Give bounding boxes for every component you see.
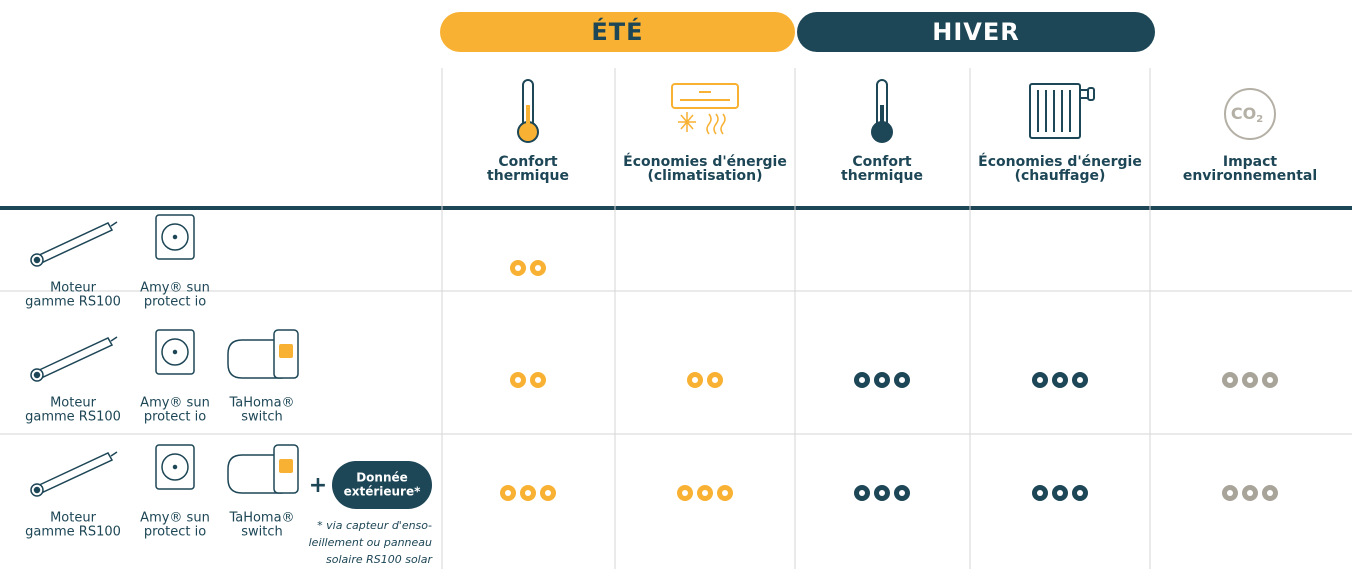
column-label: environnemental bbox=[1183, 168, 1317, 184]
season-pill bbox=[440, 12, 795, 52]
device-label: gamme RS100 bbox=[25, 525, 121, 540]
column-label: (chauffage) bbox=[1015, 168, 1106, 184]
rating-dot-center bbox=[712, 377, 718, 383]
rating-dot-center bbox=[722, 490, 728, 496]
season-label: HIVER bbox=[932, 18, 1019, 46]
rating-dot-center bbox=[525, 490, 531, 496]
device-label: protect io bbox=[144, 410, 206, 425]
device-icon bbox=[155, 214, 195, 260]
footnote: * via capteur d'enso- bbox=[317, 519, 432, 532]
rating-dot-center bbox=[859, 490, 865, 496]
rating-dots bbox=[1032, 372, 1088, 388]
co2-label: CO2 bbox=[1231, 104, 1263, 126]
rating-dots bbox=[1222, 485, 1278, 501]
co2-text: CO bbox=[1231, 104, 1256, 123]
column-label: Économies d'énergie bbox=[623, 153, 787, 170]
column-icon bbox=[871, 79, 893, 143]
device-label: Amy® sun bbox=[140, 281, 210, 296]
rating-dot-center bbox=[535, 377, 541, 383]
device-label: Amy® sun bbox=[140, 511, 210, 526]
device-icon bbox=[30, 336, 118, 382]
season-label: ÉTÉ bbox=[591, 17, 643, 46]
device-icon bbox=[227, 444, 299, 494]
rating-dot-center bbox=[1057, 490, 1063, 496]
device-label: gamme RS100 bbox=[25, 410, 121, 425]
rating-dot-center bbox=[535, 265, 541, 271]
device-label: protect io bbox=[144, 295, 206, 310]
device-label: protect io bbox=[144, 525, 206, 540]
device-icon bbox=[155, 444, 195, 490]
device-label: Moteur bbox=[50, 281, 97, 296]
badge-label: extérieure* bbox=[344, 485, 422, 499]
column-icon bbox=[1029, 83, 1095, 139]
column-label: Impact bbox=[1223, 154, 1278, 170]
rating-dots bbox=[687, 372, 723, 388]
column-label: Confort bbox=[852, 154, 911, 170]
rating-dot-center bbox=[545, 490, 551, 496]
device-icon bbox=[30, 221, 118, 267]
device-label: TaHoma® bbox=[228, 396, 294, 411]
column-label: Confort bbox=[498, 154, 557, 170]
badge-label: Donnée bbox=[356, 471, 408, 485]
column-icon bbox=[671, 83, 739, 135]
rating-dot-center bbox=[1077, 377, 1083, 383]
device-icon bbox=[155, 329, 195, 375]
rating-dot-center bbox=[515, 377, 521, 383]
rating-dot-center bbox=[1077, 490, 1083, 496]
device-label: Moteur bbox=[50, 396, 97, 411]
rating-dots bbox=[510, 372, 546, 388]
rating-dot-center bbox=[1037, 490, 1043, 496]
rating-dot-center bbox=[505, 490, 511, 496]
co2-subscript: 2 bbox=[1256, 114, 1263, 125]
rating-dot-center bbox=[1227, 377, 1233, 383]
device-icon bbox=[30, 451, 118, 497]
device-label: Amy® sun bbox=[140, 396, 210, 411]
footnote: leillement ou panneau bbox=[309, 536, 432, 549]
column-icon bbox=[1224, 88, 1276, 140]
rating-dot-center bbox=[515, 265, 521, 271]
rating-dots bbox=[854, 485, 910, 501]
plus-sign: + bbox=[309, 473, 327, 498]
footnote: solaire RS100 solar bbox=[326, 553, 433, 566]
season-pill bbox=[797, 12, 1155, 52]
rating-dot-center bbox=[1227, 490, 1233, 496]
rating-dot-center bbox=[859, 377, 865, 383]
device-label: gamme RS100 bbox=[25, 295, 121, 310]
column-rules bbox=[441, 68, 1151, 569]
device-label: Moteur bbox=[50, 511, 97, 526]
rating-dot-center bbox=[1267, 377, 1273, 383]
column-label: thermique bbox=[487, 168, 569, 184]
rating-dot-center bbox=[1247, 490, 1253, 496]
device-label: switch bbox=[241, 525, 283, 540]
column-label: Économies d'énergie bbox=[978, 153, 1142, 170]
device-icon bbox=[227, 329, 299, 379]
rating-dots bbox=[854, 372, 910, 388]
device-label: TaHoma® bbox=[228, 511, 294, 526]
rating-dot-center bbox=[1057, 377, 1063, 383]
rating-dots bbox=[510, 260, 546, 276]
rating-dot-center bbox=[1247, 377, 1253, 383]
rating-dot-center bbox=[702, 490, 708, 496]
rating-dot-center bbox=[692, 377, 698, 383]
column-icon bbox=[517, 79, 539, 143]
rating-dot-center bbox=[682, 490, 688, 496]
rating-dot-center bbox=[1267, 490, 1273, 496]
rating-dot-center bbox=[899, 377, 905, 383]
rating-dots bbox=[677, 485, 733, 501]
badge bbox=[332, 461, 432, 509]
rating-dots bbox=[1222, 372, 1278, 388]
rating-dot-center bbox=[1037, 377, 1043, 383]
device-label: switch bbox=[241, 410, 283, 425]
rating-dots bbox=[500, 485, 556, 501]
column-label: (climatisation) bbox=[647, 168, 762, 184]
column-label: thermique bbox=[841, 168, 923, 184]
rating-dot-center bbox=[879, 377, 885, 383]
rating-dot-center bbox=[879, 490, 885, 496]
rating-dots bbox=[1032, 485, 1088, 501]
rating-dot-center bbox=[899, 490, 905, 496]
